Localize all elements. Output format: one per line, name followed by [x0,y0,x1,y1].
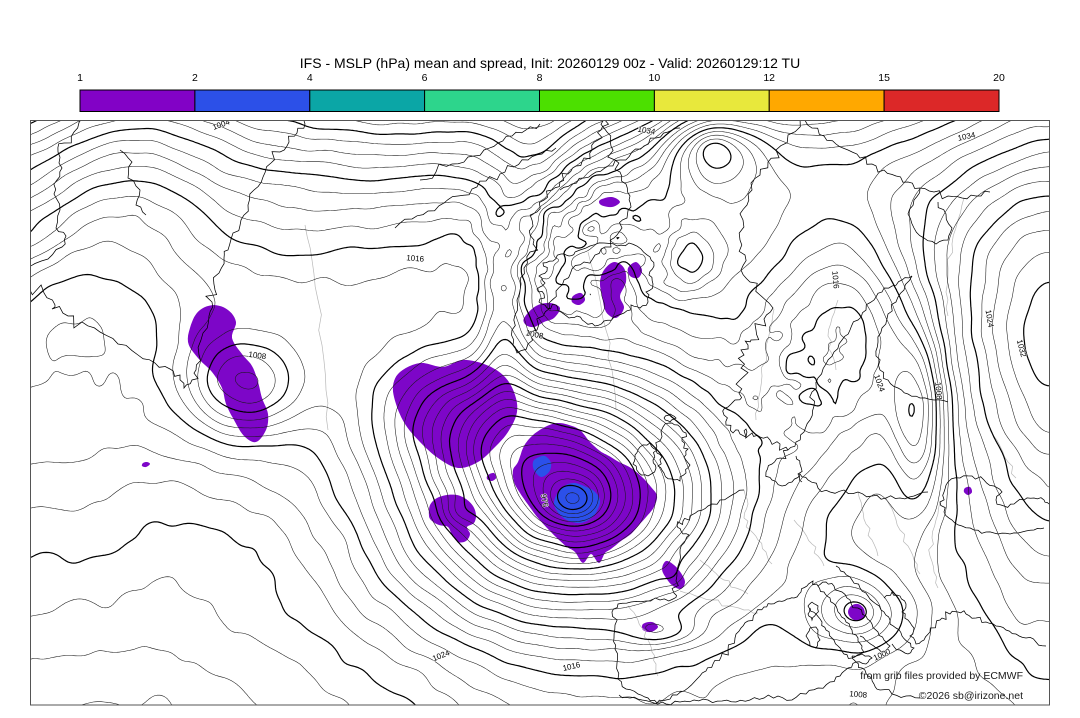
svg-text:1004: 1004 [211,117,231,132]
svg-text:1008: 1008 [525,328,545,341]
svg-text:4: 4 [307,72,313,84]
svg-text:1008: 1008 [933,382,944,401]
svg-text:1024: 1024 [431,648,451,663]
svg-text:8: 8 [537,72,543,84]
svg-text:1016: 1016 [830,271,841,290]
svg-text:1024: 1024 [872,373,887,393]
svg-text:6: 6 [422,72,428,84]
svg-text:1008: 1008 [849,689,868,700]
svg-text:1008: 1008 [248,350,267,361]
svg-text:1024: 1024 [983,309,995,329]
svg-text:1034: 1034 [957,130,977,143]
svg-text:1: 1 [77,72,83,84]
svg-text:1032: 1032 [1015,339,1028,359]
svg-text:976: 976 [539,493,550,508]
svg-text:12: 12 [763,72,775,84]
svg-text:2: 2 [192,72,198,84]
svg-text:1016: 1016 [406,253,425,264]
svg-text:10: 10 [649,72,661,84]
svg-text:15: 15 [878,72,890,84]
svg-text:1034: 1034 [637,125,657,137]
svg-text:20: 20 [993,72,1005,84]
